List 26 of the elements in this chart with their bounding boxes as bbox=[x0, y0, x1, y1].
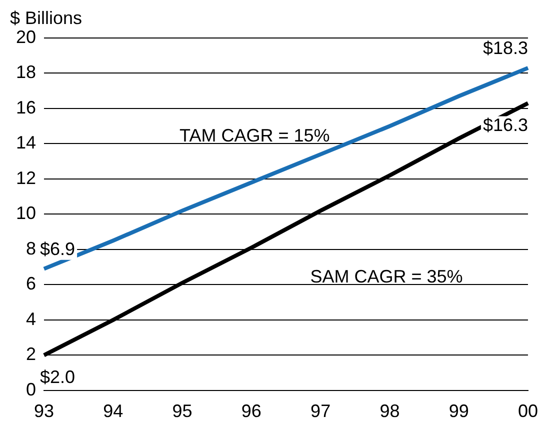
annotation: TAM CAGR = 15% bbox=[180, 126, 330, 146]
y-tick-label: 14 bbox=[16, 132, 36, 153]
y-tick-label: 0 bbox=[26, 379, 36, 400]
y-tick-label: 8 bbox=[26, 238, 36, 258]
y-tick-label: 6 bbox=[26, 274, 36, 294]
x-tick-label: 97 bbox=[310, 401, 331, 422]
data-label: $2.0 bbox=[40, 367, 76, 388]
y-tick-label: 2 bbox=[26, 344, 36, 364]
x-tick-label: 98 bbox=[380, 401, 400, 422]
y-tick-label: 18 bbox=[16, 62, 36, 82]
y-tick-label: 4 bbox=[26, 308, 36, 329]
data-label: $18.3 bbox=[482, 38, 528, 58]
x-tick-label: 95 bbox=[172, 401, 192, 422]
data-label: $16.3 bbox=[482, 115, 528, 136]
x-tick-label: 99 bbox=[448, 401, 469, 422]
annotation: SAM CAGR = 35% bbox=[310, 266, 463, 287]
y-tick-label: 16 bbox=[16, 97, 36, 118]
x-tick-label: 96 bbox=[241, 401, 262, 422]
y-tick-label: 10 bbox=[16, 203, 36, 224]
x-tick-label: 93 bbox=[34, 401, 54, 422]
data-label: $6.9 bbox=[40, 238, 76, 259]
y-tick-label: 12 bbox=[16, 168, 36, 188]
y-axis-title: $ Billions bbox=[10, 8, 82, 28]
x-tick-label: 00 bbox=[518, 401, 538, 422]
y-tick-label: 20 bbox=[16, 26, 36, 47]
x-tick-label: 94 bbox=[103, 401, 124, 422]
